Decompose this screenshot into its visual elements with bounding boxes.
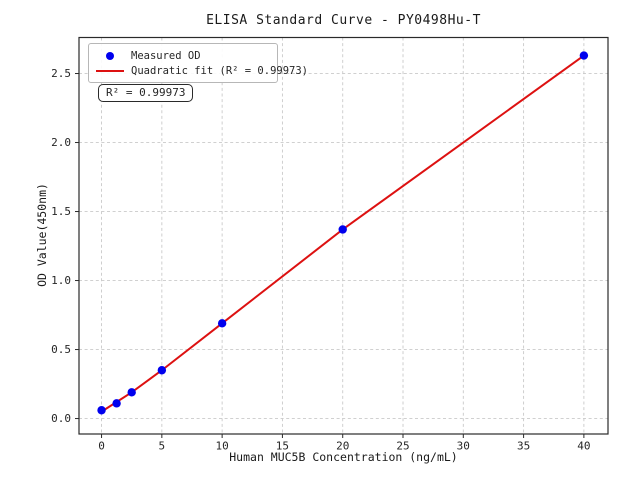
scatter-marker-icon — [95, 51, 125, 60]
data-point — [338, 225, 347, 234]
data-point — [217, 319, 227, 328]
x-tick-label: 5 — [159, 440, 166, 453]
x-tick-label: 0 — [98, 440, 105, 453]
legend-entry-quadratic-fit: Quadratic fit (R² = 0.99973) — [95, 63, 308, 78]
x-tick-label: 35 — [517, 440, 530, 453]
data-point — [112, 399, 121, 408]
data-point — [97, 406, 106, 415]
data-point — [127, 388, 136, 397]
legend-box: Measured OD Quadratic fit (R² = 0.99973) — [88, 43, 308, 83]
y-axis-label: OD Value(450nm) — [35, 183, 49, 287]
legend-entry-measured-od: Measured OD — [95, 48, 269, 63]
data-point — [579, 51, 589, 60]
y-tick-label: 1.0 — [51, 274, 71, 287]
y-tick-label: 0.5 — [51, 343, 71, 356]
x-tick-label: 10 — [216, 440, 229, 453]
data-point — [157, 366, 167, 375]
x-tick-label: 30 — [457, 440, 470, 453]
x-axis-label: Human MUC5B Concentration (ng/mL) — [229, 450, 458, 464]
x-tick-label: 25 — [396, 440, 409, 453]
x-tick-label: 15 — [276, 440, 289, 453]
r-squared-annotation: R² = 0.99973 — [98, 84, 194, 102]
legend-label: Measured OD — [131, 49, 201, 62]
chart-title: ELISA Standard Curve - PY0498Hu-T — [206, 13, 481, 28]
y-tick-label: 1.5 — [51, 205, 71, 218]
y-tick-label: 0.0 — [51, 412, 71, 425]
line-marker-icon — [95, 69, 125, 72]
y-tick-label: 2.5 — [51, 67, 71, 80]
x-tick-label: 40 — [577, 440, 590, 453]
y-tick-label: 2.0 — [51, 136, 71, 149]
plot-border — [78, 36, 609, 435]
legend-label: Quadratic fit (R² = 0.99973) — [131, 64, 309, 77]
x-tick-label: 20 — [336, 440, 349, 453]
